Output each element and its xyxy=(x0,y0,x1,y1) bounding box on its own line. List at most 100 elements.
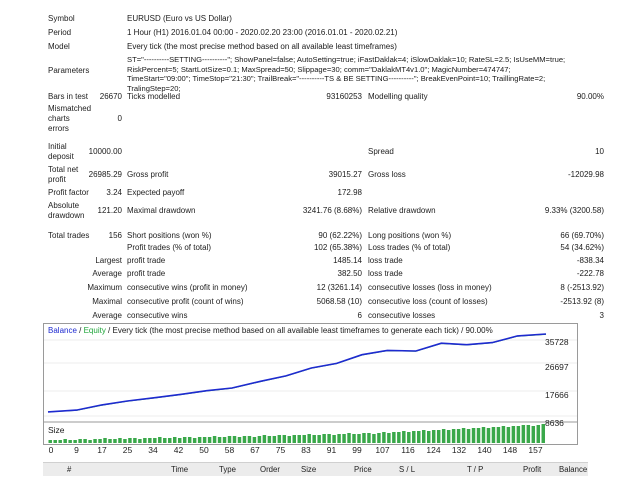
quality-value: 90.00% xyxy=(576,92,604,101)
col-size[interactable]: Size xyxy=(301,465,317,474)
col-type[interactable]: Type xyxy=(219,465,236,474)
size-bar xyxy=(436,430,441,443)
mismatch-label-2: charts xyxy=(48,114,70,123)
size-bar xyxy=(277,435,282,443)
size-bar xyxy=(481,427,486,443)
gross-profit-label: Gross profit xyxy=(127,170,169,179)
bars-label: Bars in test xyxy=(48,92,89,101)
size-bar xyxy=(138,439,142,443)
ticks-value: 93160253 xyxy=(326,92,362,101)
loss-trades-value: 54 (34.62%) xyxy=(560,243,604,252)
x-tick: 67 xyxy=(250,445,260,455)
size-bar xyxy=(212,436,217,443)
average-profit-value: 382.50 xyxy=(337,269,362,278)
size-bar xyxy=(461,428,466,443)
size-bar xyxy=(392,432,396,443)
col-profit[interactable]: Profit xyxy=(523,465,542,474)
size-bar xyxy=(68,440,72,443)
mismatch-value: 0 xyxy=(117,114,122,123)
x-tick: 99 xyxy=(352,445,362,455)
size-bar xyxy=(257,436,262,443)
max-consecutive-losses-label: consecutive losses (loss in money) xyxy=(368,283,492,292)
profit-trades-value: 102 (65.38%) xyxy=(313,243,362,252)
size-bar xyxy=(168,438,172,443)
relative-drawdown-label: Relative drawdown xyxy=(368,206,436,215)
deposit-value: 10000.00 xyxy=(88,147,122,156)
size-bar xyxy=(103,438,107,443)
x-tick: 132 xyxy=(451,445,467,455)
x-tick: 58 xyxy=(224,445,235,455)
size-bar xyxy=(501,426,506,443)
x-tick: 148 xyxy=(502,445,518,455)
maximal-consecutive-loss-value: -2513.92 (8) xyxy=(560,297,604,306)
size-bar xyxy=(382,432,386,443)
size-bar xyxy=(471,428,476,443)
col-order[interactable]: Order xyxy=(260,465,280,474)
size-bar xyxy=(133,438,137,443)
y-tick-2: 26697 xyxy=(545,362,569,372)
size-bar xyxy=(163,438,167,443)
profit-factor-value: 3.24 xyxy=(106,188,122,197)
size-bar xyxy=(496,427,501,443)
x-tick: 107 xyxy=(375,445,390,455)
quality-label: Modelling quality xyxy=(368,92,428,101)
size-bar xyxy=(377,433,381,443)
col-tp[interactable]: T / P xyxy=(467,465,484,474)
mismatch-label-3: errors xyxy=(48,124,69,133)
gross-loss-label: Gross loss xyxy=(368,170,406,179)
x-tick: 157 xyxy=(528,445,543,455)
size-bar xyxy=(456,429,461,443)
avg-consecutive-losses-label: consecutive losses xyxy=(368,311,436,320)
x-tick: 75 xyxy=(275,445,286,455)
size-bar xyxy=(287,436,292,443)
size-bar xyxy=(227,436,232,443)
size-bar xyxy=(93,439,97,443)
size-bar xyxy=(426,431,431,443)
size-bar xyxy=(412,431,416,443)
spread-value: 10 xyxy=(595,147,604,156)
size-bar xyxy=(58,440,62,443)
maximal-consecutive-profit-label: consecutive profit (count of wins) xyxy=(127,297,244,306)
size-bar xyxy=(372,434,376,443)
size-bar xyxy=(143,438,147,443)
balance-chart: Balance / Equity / Every tick (the most … xyxy=(43,323,578,445)
deposit-label-2: deposit xyxy=(48,152,74,161)
col-time[interactable]: Time xyxy=(171,465,189,474)
size-bar xyxy=(312,435,316,443)
col-sl[interactable]: S / L xyxy=(399,465,416,474)
legend-separator: / xyxy=(76,326,84,335)
absolute-drawdown-value: 121.20 xyxy=(97,206,122,215)
size-bar xyxy=(521,425,526,443)
size-bar xyxy=(322,434,326,443)
relative-drawdown-value: 9.33% (3200.58) xyxy=(544,206,604,215)
size-label: Size xyxy=(48,425,65,435)
size-bar xyxy=(222,437,227,443)
size-bar xyxy=(88,440,92,443)
largest-label: Largest xyxy=(95,256,122,265)
max-consecutive-wins-label: consecutive wins (profit in money) xyxy=(127,283,248,292)
size-bar xyxy=(292,435,296,443)
col-price[interactable]: Price xyxy=(354,465,372,474)
size-bar xyxy=(232,436,237,443)
size-bar xyxy=(531,426,536,443)
size-bar xyxy=(332,435,336,443)
size-bar xyxy=(123,439,127,443)
x-tick: 9 xyxy=(74,445,79,455)
long-positions-label: Long positions (won %) xyxy=(368,231,452,240)
size-bar xyxy=(337,434,341,443)
x-tick: 50 xyxy=(199,445,209,455)
maximal-consecutive-profit-value: 5068.58 (10) xyxy=(316,297,362,306)
size-bar xyxy=(158,437,162,443)
size-bar xyxy=(262,435,267,443)
col-balance[interactable]: Balance xyxy=(559,465,588,474)
col-number[interactable]: # xyxy=(67,465,72,474)
largest-loss-value: -838.34 xyxy=(576,256,604,265)
absolute-drawdown-label-1: Absolute xyxy=(48,201,80,210)
size-bar xyxy=(307,434,311,443)
size-bar xyxy=(78,439,82,443)
maximal-drawdown-value: 3241.76 (8.68%) xyxy=(302,206,362,215)
expected-payoff-label: Expected payoff xyxy=(127,188,185,197)
size-bar xyxy=(242,436,247,443)
size-bar xyxy=(476,428,481,443)
size-bar xyxy=(272,436,277,443)
